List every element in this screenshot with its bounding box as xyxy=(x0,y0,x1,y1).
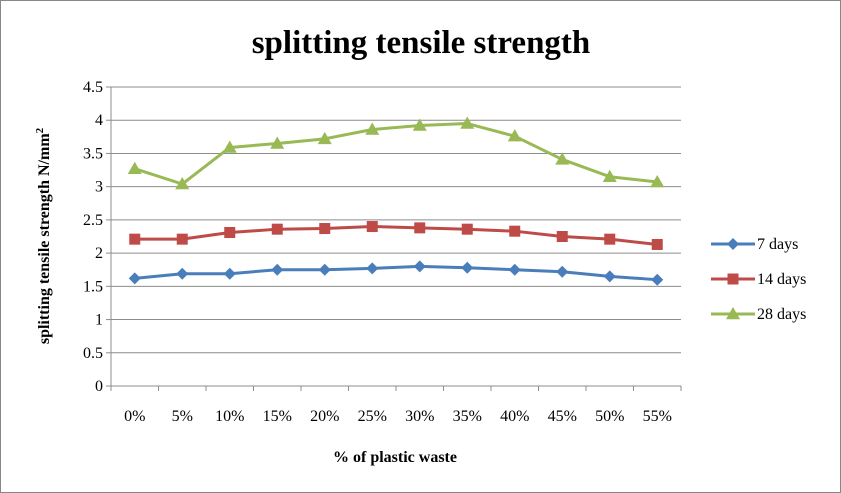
data-point xyxy=(603,270,616,283)
data-point xyxy=(222,140,237,153)
x-tick-label: 25% xyxy=(358,408,387,425)
data-point xyxy=(366,221,378,233)
y-tick-label: 3.5 xyxy=(83,145,103,162)
x-tick-label: 35% xyxy=(453,408,482,425)
y-tick-label: 1 xyxy=(95,312,103,329)
legend-label: 28 days xyxy=(757,306,806,323)
data-point xyxy=(413,260,426,273)
legend-marker xyxy=(726,307,740,320)
x-tick-labels: 0% 5% 10% 15% 20% 25% 30% 35% 40% 45% 50% 55% xyxy=(124,408,672,425)
data-point xyxy=(507,129,522,142)
y-tick-label: 0 xyxy=(95,378,103,395)
legend-label: 14 days xyxy=(757,271,806,288)
data-point xyxy=(365,122,380,135)
y-tick-label: 0.5 xyxy=(83,345,103,362)
y-axis-label: splitting tensile strength N/mm2 xyxy=(34,127,53,344)
y-tick-label: 1.5 xyxy=(83,278,103,295)
data-point xyxy=(555,152,570,165)
y-tick-label: 4.5 xyxy=(83,79,103,96)
data-point xyxy=(318,263,331,276)
y-tick-labels: 0 0.5 1 1.5 2 2.5 3 3.5 4 4.5 xyxy=(83,79,103,395)
legend-marker xyxy=(727,238,739,250)
series-line-1 xyxy=(134,264,658,282)
data-point xyxy=(651,238,663,250)
data-point xyxy=(366,262,379,275)
data-point xyxy=(509,225,521,237)
data-point xyxy=(651,273,664,286)
x-tick-label: 15% xyxy=(263,408,292,425)
data-point xyxy=(176,267,189,280)
data-point xyxy=(461,261,474,274)
data-point xyxy=(604,233,616,245)
y-tick-label: 4 xyxy=(95,112,103,129)
data-point xyxy=(176,233,188,245)
data-point xyxy=(175,177,190,190)
data-point xyxy=(224,227,236,239)
y-tick-label: 2 xyxy=(95,245,103,262)
x-tick-label: 0% xyxy=(124,408,145,425)
data-point xyxy=(460,116,475,129)
x-tick-label: 50% xyxy=(595,408,624,425)
data-point xyxy=(602,169,617,182)
x-axis-label: % of plastic waste xyxy=(333,449,457,466)
series-line-2 xyxy=(134,225,658,246)
x-tick-label: 20% xyxy=(310,408,339,425)
data-point xyxy=(127,161,142,174)
data-point xyxy=(414,222,426,234)
data-point xyxy=(508,263,521,276)
chart-title: splitting tensile strength xyxy=(252,25,591,61)
y-axis-label-main: splitting tensile strength N/mm xyxy=(36,133,53,344)
y-axis-label-superscript: 2 xyxy=(34,127,46,133)
legend: 7 days 14 days 28 days xyxy=(711,236,806,323)
legend-label: 7 days xyxy=(757,236,798,253)
x-tick-label: 30% xyxy=(405,408,434,425)
data-point xyxy=(556,265,569,278)
data-point xyxy=(317,131,332,145)
y-tick-label: 3 xyxy=(95,179,103,196)
y-tick-label: 2.5 xyxy=(83,212,103,229)
data-point xyxy=(412,118,427,131)
axes xyxy=(106,86,682,391)
series-line-3 xyxy=(134,122,658,186)
x-tick-label: 40% xyxy=(500,408,529,425)
x-tick-label: 55% xyxy=(643,408,672,425)
data-point xyxy=(270,136,285,149)
x-tick-label: 45% xyxy=(548,408,577,425)
series xyxy=(127,116,665,286)
data-point xyxy=(271,223,283,235)
data-point xyxy=(223,267,236,280)
data-point xyxy=(128,272,141,285)
gridlines xyxy=(111,86,681,354)
data-point xyxy=(461,223,473,235)
data-point xyxy=(319,223,331,235)
x-tick-label: 5% xyxy=(172,408,193,425)
x-tick-label: 10% xyxy=(215,408,244,425)
data-point xyxy=(271,263,284,276)
legend-marker xyxy=(727,273,739,285)
data-point xyxy=(650,175,665,188)
data-point xyxy=(129,233,141,245)
data-point xyxy=(556,231,568,242)
